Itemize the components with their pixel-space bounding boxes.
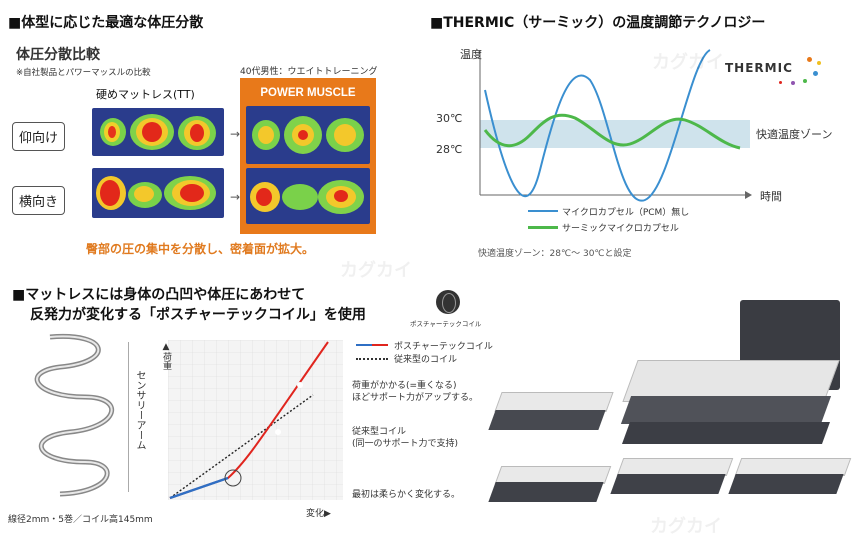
blue-temperature-line (484, 49, 711, 202)
power-muscle-frame: POWER MUSCLE (240, 78, 376, 234)
legend-blue-label: マイクロカプセル（PCM）無し (562, 208, 690, 218)
time-axis-label: 時間 (760, 190, 782, 203)
section1-caption: 臀部の圧の集中を分散し、密着面が拡大。 (86, 242, 315, 256)
legend-green-label: サーミックマイクロカプセル (562, 224, 679, 234)
annotation-point-top (297, 382, 303, 388)
thermic-footnote: 快適温度ゾーン：28℃〜 30℃と設定 (478, 249, 632, 259)
arrow-right-icon: → (230, 190, 241, 204)
bed-with-headboard-image (620, 300, 840, 460)
coil-logo-icon (436, 290, 460, 314)
legend-red-label: ポスチャーテックコイル (394, 342, 493, 352)
legend-blue-swatch (528, 210, 558, 212)
annotation-bottom: 最初は柔らかく変化する。 (352, 490, 461, 500)
heatmap-pm-supine (246, 106, 370, 164)
section3-title-line2: 反発力が変化する「ポスチャーテックコイル」を使用 (30, 307, 366, 323)
section1-note: ※自社製品とパワーマッスルの比較 (16, 68, 151, 78)
conventional-coil-line (169, 394, 314, 499)
arrow-right-icon: → (230, 127, 241, 141)
watermark: カグカイ (650, 516, 722, 537)
coil-load-chart (168, 340, 343, 500)
mattress-image-4 (728, 458, 852, 498)
mattress-image-3 (610, 458, 734, 498)
heatmap-tt-side (92, 168, 224, 218)
heatmap-pm-side (246, 168, 370, 224)
coil-side-bracket (128, 342, 129, 492)
section1-title: ■体型に応じた最適な体圧分散 (8, 15, 204, 31)
annotation-top-line1: 荷重がかかる(=重くなる) (352, 381, 457, 391)
annotation-point-mid (275, 429, 281, 435)
right-header-note: 40代男性：ウエイトトレーニング (240, 67, 378, 77)
mattress-image-1 (488, 392, 614, 432)
mattress-image-2 (488, 466, 612, 506)
coil-logo-caption: ポスチャーテックコイル (410, 320, 482, 328)
thermic-logo: THERMIC (725, 55, 835, 95)
x-axis-arrow (745, 191, 752, 199)
posture-coil-initial-segment (169, 476, 229, 500)
legend-dotted-label: 従来型のコイル (394, 355, 458, 365)
section2-title: ■THERMIC（サーミック）の温度調節テクノロジー (430, 15, 766, 31)
position-supine-label: 仰向け (12, 122, 66, 151)
initial-change-marker (224, 469, 242, 487)
temp-axis-label: 温度 (460, 48, 482, 61)
watermark: カグカイ (340, 260, 412, 281)
tick-30: 30℃ (436, 112, 463, 125)
section3-title-line1: ■マットレスには身体の凸凹や体圧にあわせて (12, 287, 306, 303)
chart-x-label: 変化▶ (306, 509, 331, 519)
annotation-mid-line1: 従来型コイル (352, 427, 407, 437)
comfort-zone-label: 快適温度ゾーン (756, 128, 833, 141)
legend-red-swatch (372, 344, 388, 346)
tick-28: 28℃ (436, 143, 463, 156)
annotation-mid-line2: (同一のサポート力で支持) (352, 439, 459, 449)
chart-y-label: ▲荷重 (161, 342, 171, 370)
coil-side-label: センサリーアーム (134, 370, 145, 450)
section1-subtitle: 体圧分散比較 (16, 47, 100, 63)
right-header: POWER MUSCLE (260, 87, 356, 99)
position-side-label: 横向き (12, 186, 66, 215)
watermark: カグカイ (652, 52, 724, 73)
green-temperature-line (483, 113, 741, 150)
coil-spec: 線径2mm・5巻／コイル高145mm (8, 515, 153, 525)
legend-red-swatch-blue-part (356, 344, 372, 346)
heatmap-tt-supine (92, 108, 224, 156)
legend-dotted-swatch (356, 358, 388, 360)
annotation-top-line2: ほどサポート力がアップする。 (352, 393, 479, 403)
coil-illustration (34, 333, 115, 497)
posture-coil-line (169, 341, 329, 499)
left-header: 硬めマットレス(TT) (96, 88, 195, 101)
legend-green-swatch (528, 226, 558, 229)
thermic-chart (479, 49, 752, 202)
